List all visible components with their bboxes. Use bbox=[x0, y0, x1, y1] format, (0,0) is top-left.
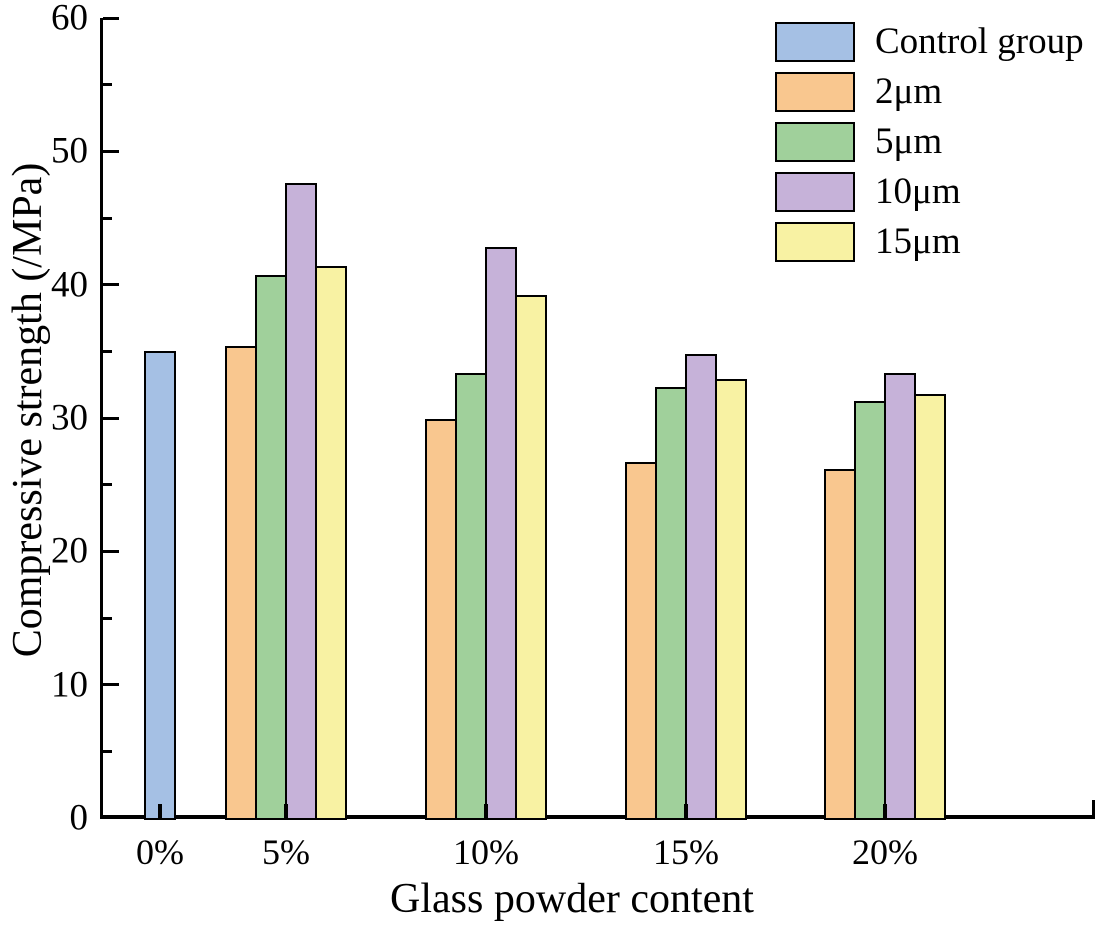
y-tick-label-0: 0 bbox=[69, 797, 89, 839]
x-tick-15% bbox=[684, 804, 688, 818]
bar-15%-15μm bbox=[715, 379, 747, 820]
x-tick-20% bbox=[883, 804, 887, 818]
x-tick-10% bbox=[484, 804, 488, 818]
y-tick-major bbox=[103, 16, 119, 20]
x-tick-label-15%: 15% bbox=[653, 832, 719, 872]
bar-0%-Control group bbox=[144, 351, 176, 820]
bar-20%-10μm bbox=[884, 372, 916, 820]
bar-5%-5μm bbox=[255, 275, 287, 820]
y-tick-minor bbox=[103, 749, 112, 753]
legend-swatch-15μm bbox=[775, 222, 855, 262]
y-tick-major bbox=[103, 283, 119, 287]
legend-swatch-2μm bbox=[775, 72, 855, 112]
legend-swatch-Control group bbox=[775, 22, 855, 62]
x-tick-label-20%: 20% bbox=[852, 832, 918, 872]
legend-swatch-5μm bbox=[775, 122, 855, 162]
x-axis-spine bbox=[100, 815, 1095, 819]
x-axis-end-cap bbox=[1092, 800, 1095, 818]
y-tick-minor bbox=[103, 483, 112, 487]
bar-15%-2μm bbox=[625, 462, 657, 820]
y-tick-minor bbox=[103, 216, 112, 220]
bar-15%-10μm bbox=[685, 354, 717, 820]
y-tick-label-40: 40 bbox=[51, 264, 88, 306]
bar-5%-2μm bbox=[225, 346, 257, 820]
bar-20%-2μm bbox=[824, 468, 856, 820]
bar-10%-10μm bbox=[485, 247, 517, 820]
y-tick-label-60: 60 bbox=[51, 0, 88, 39]
legend-swatch-10μm bbox=[775, 172, 855, 212]
y-tick-major bbox=[103, 416, 119, 420]
bar-15%-5μm bbox=[655, 387, 687, 820]
y-tick-label-50: 50 bbox=[51, 130, 88, 172]
bar-10%-5μm bbox=[455, 372, 487, 820]
x-tick-label-10%: 10% bbox=[453, 832, 519, 872]
bar-10%-15μm bbox=[515, 295, 547, 820]
x-tick-label-5%: 5% bbox=[262, 832, 310, 872]
y-tick-label-30: 30 bbox=[51, 397, 88, 439]
y-tick-minor bbox=[103, 83, 112, 87]
x-tick-label-0%: 0% bbox=[136, 832, 184, 872]
y-tick-label-10: 10 bbox=[51, 664, 88, 706]
bar-20%-15μm bbox=[914, 394, 946, 820]
bar-10%-2μm bbox=[425, 419, 457, 820]
x-axis-title: Glass powder content bbox=[390, 876, 754, 922]
x-tick-5% bbox=[284, 804, 288, 818]
bar-5%-15μm bbox=[315, 266, 347, 820]
y-tick-minor bbox=[103, 616, 112, 620]
legend-label-15μm: 15μm bbox=[875, 221, 961, 262]
legend-label-2μm: 2μm bbox=[875, 71, 943, 112]
y-tick-major bbox=[103, 549, 119, 553]
x-tick-0% bbox=[158, 804, 162, 818]
legend-label-10μm: 10μm bbox=[875, 171, 961, 212]
bar-20%-5μm bbox=[854, 400, 886, 820]
y-axis-spine bbox=[100, 18, 103, 818]
y-tick-major bbox=[103, 683, 119, 687]
y-tick-label-20: 20 bbox=[51, 530, 88, 572]
y-tick-minor bbox=[103, 349, 112, 353]
y-axis-title: Compressive strength (/MPa) bbox=[5, 162, 51, 658]
legend-label-5μm: 5μm bbox=[875, 121, 943, 162]
bar-5%-10μm bbox=[285, 183, 317, 820]
legend-label-Control group: Control group bbox=[875, 21, 1084, 62]
y-tick-major bbox=[103, 149, 119, 153]
